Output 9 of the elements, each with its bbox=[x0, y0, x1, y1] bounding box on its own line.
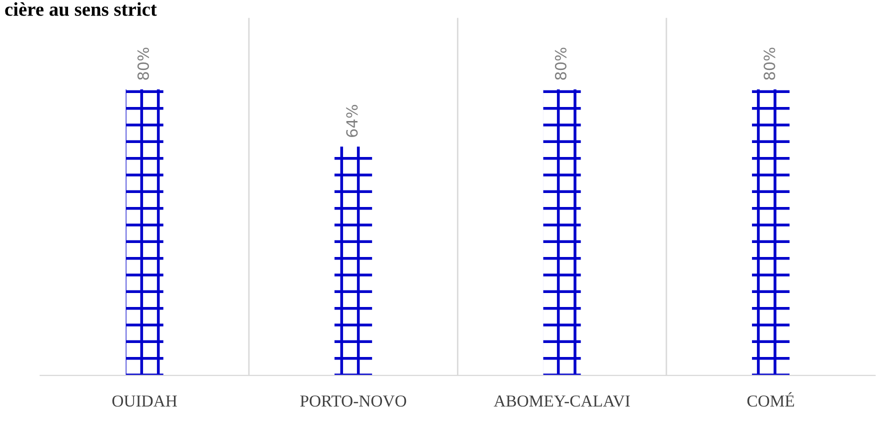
data-label: 80% bbox=[764, 48, 776, 80]
x-tick-label: ABOMEY-CALAVI bbox=[494, 395, 630, 407]
data-label: 80% bbox=[137, 48, 149, 80]
x-tick-label: COMÉ bbox=[747, 392, 794, 407]
x-tick-label: PORTO-NOVO bbox=[300, 395, 406, 407]
x-tick-label: OUIDAH bbox=[112, 395, 177, 407]
data-label: 80% bbox=[554, 48, 566, 80]
chart-title: cière au sens strict bbox=[5, 2, 157, 16]
data-label: 64% bbox=[346, 104, 358, 137]
